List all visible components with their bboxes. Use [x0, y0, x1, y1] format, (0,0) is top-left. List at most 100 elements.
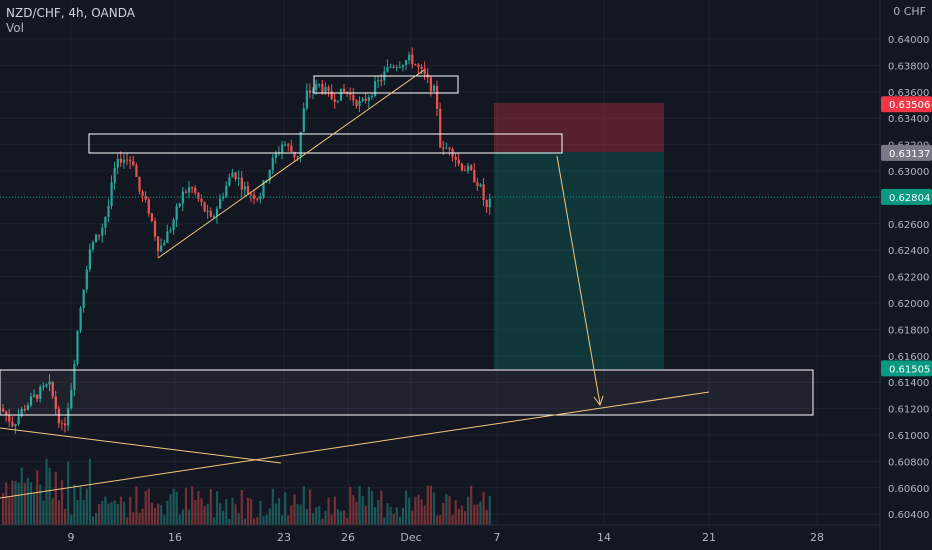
- candle-body: [377, 80, 380, 82]
- candle-body: [374, 81, 377, 96]
- volume-bar: [240, 490, 243, 525]
- candle-body: [129, 159, 132, 162]
- candle-body: [166, 231, 169, 243]
- time-tick-label: 7: [494, 531, 501, 544]
- rising-trendline[interactable]: [157, 69, 425, 259]
- candle-body: [420, 66, 423, 69]
- volume-bar: [358, 486, 361, 525]
- demand-box[interactable]: [0, 369, 814, 416]
- time-tick-label: 26: [341, 531, 355, 544]
- volume-bar: [144, 490, 147, 525]
- candle-body: [203, 202, 206, 212]
- candle-body: [240, 177, 243, 190]
- price-tick-label: 0.63400: [888, 114, 929, 125]
- candle-body: [290, 145, 293, 152]
- entry-price-badge-label: 0.63137: [889, 149, 930, 160]
- candle-body: [343, 88, 346, 92]
- candle-body: [352, 94, 355, 101]
- candle-body: [51, 381, 54, 397]
- projection-arrowhead-icon: [593, 395, 604, 407]
- volume-bar: [70, 514, 73, 525]
- candle-body: [14, 424, 17, 427]
- volume-bar: [312, 513, 315, 525]
- candle-body: [42, 385, 45, 388]
- candle-body: [256, 198, 259, 200]
- volume-bar: [457, 509, 460, 525]
- volume-bar: [287, 515, 290, 525]
- volume-bar: [129, 496, 132, 525]
- volume-bar: [253, 518, 256, 525]
- time-tick-label: 23: [277, 531, 291, 544]
- price-tick-label: 0.60400: [888, 510, 929, 521]
- time-axis[interactable]: 9 16 23 26 Dec 7 14 21 28: [68, 531, 825, 544]
- volume-bar: [169, 494, 172, 525]
- volume-bar: [110, 502, 113, 525]
- candle-body: [95, 234, 98, 243]
- volume-bar: [132, 512, 135, 525]
- descending-trendline[interactable]: [0, 427, 282, 464]
- candle-body: [153, 220, 157, 237]
- candle-body: [315, 84, 318, 91]
- currency-label[interactable]: 0 CHF: [893, 5, 926, 18]
- candle-body: [228, 177, 231, 186]
- candle-body: [70, 389, 73, 409]
- candle-body: [361, 98, 364, 101]
- time-tick-label: Dec: [400, 531, 421, 544]
- volume-bar: [82, 499, 85, 525]
- candle-body: [299, 131, 302, 157]
- volume-bar: [327, 497, 330, 525]
- resistance-box[interactable]: [88, 133, 563, 154]
- time-tick-label: 28: [810, 531, 824, 544]
- volume-label[interactable]: Vol: [6, 21, 24, 35]
- candle-body: [200, 198, 203, 203]
- volume-bar: [188, 509, 191, 525]
- symbol-title[interactable]: NZD/CHF, 4h, OANDA: [6, 6, 135, 20]
- volume-bar: [88, 458, 91, 525]
- volume-bar: [222, 510, 225, 525]
- candle-body: [429, 77, 432, 92]
- candle-body: [219, 198, 222, 209]
- candle-body: [57, 408, 60, 424]
- volume-bar: [157, 503, 160, 525]
- candle-body: [321, 84, 324, 94]
- volume-bar: [225, 499, 228, 525]
- candle-body: [333, 99, 336, 102]
- volume-bar: [48, 467, 51, 525]
- target-zone[interactable]: [494, 152, 664, 369]
- drawings-layer[interactable]: [0, 69, 880, 499]
- candle-body: [457, 159, 460, 164]
- price-tick-label: 0.64000: [888, 35, 929, 46]
- volume-bar: [293, 494, 296, 525]
- volume-bar: [51, 498, 54, 525]
- volume-bar: [395, 507, 398, 525]
- candle-body: [45, 384, 48, 386]
- price-tick-label: 0.61000: [888, 431, 929, 442]
- candle-body: [287, 144, 290, 146]
- volume-bar: [398, 516, 401, 525]
- volume-bar: [315, 507, 318, 525]
- price-tick-label: 0.60800: [888, 457, 929, 468]
- volume-bar: [113, 500, 116, 525]
- stop-zone[interactable]: [494, 103, 664, 152]
- candle-body: [138, 176, 141, 192]
- candle-body: [225, 185, 228, 197]
- volume-bar: [101, 501, 104, 525]
- volume-bar: [408, 497, 411, 525]
- candle-body: [386, 67, 389, 72]
- volume-bar: [57, 500, 60, 525]
- top-range-box[interactable]: [313, 75, 459, 94]
- candle-body: [482, 184, 485, 200]
- short-position-tool[interactable]: [494, 103, 664, 369]
- volume-bar: [95, 512, 98, 525]
- candle-body: [414, 64, 417, 66]
- candle-body: [274, 153, 277, 158]
- candle-body: [448, 147, 451, 149]
- candle-body: [398, 66, 401, 68]
- candle-body: [91, 242, 95, 250]
- candle-body: [188, 187, 191, 193]
- volume-bar: [11, 480, 14, 525]
- volume-bar: [473, 504, 476, 525]
- volume-bar: [426, 485, 429, 525]
- candle-body: [392, 66, 395, 68]
